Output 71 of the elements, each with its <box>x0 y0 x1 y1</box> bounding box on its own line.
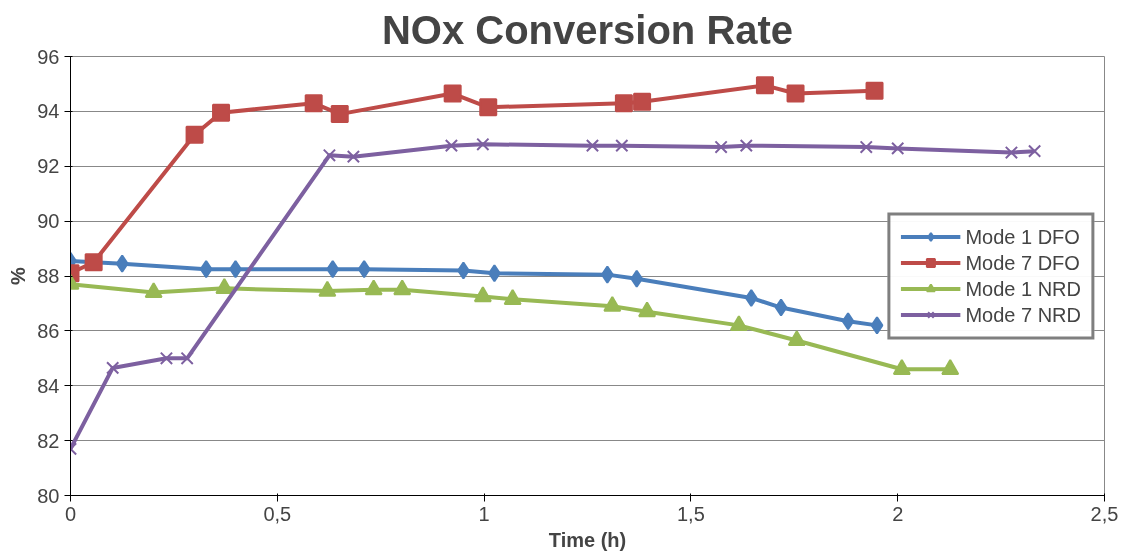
point <box>199 260 213 279</box>
point <box>941 359 960 375</box>
point <box>585 139 600 153</box>
x-tick-label: 1 <box>478 502 490 525</box>
point <box>841 312 855 331</box>
point <box>473 286 492 303</box>
y-axis-title: % <box>7 266 30 285</box>
point <box>786 84 805 103</box>
point <box>615 139 629 153</box>
point <box>870 316 884 335</box>
y-tick-label: 80 <box>37 484 60 507</box>
point <box>638 301 657 318</box>
point <box>357 260 371 279</box>
point <box>106 361 120 375</box>
point <box>739 139 753 153</box>
point <box>787 330 806 347</box>
point <box>633 92 652 111</box>
y-tick-label: 88 <box>37 265 60 287</box>
point <box>318 280 337 297</box>
point <box>215 278 234 294</box>
x-axis-title: Time (h) <box>548 528 627 551</box>
point <box>322 148 337 162</box>
point <box>330 105 349 124</box>
legend-label: Mode 7 NRD <box>965 303 1081 326</box>
point <box>1027 144 1042 158</box>
x-tick-label: 2 <box>892 502 904 525</box>
legend-label: Mode 1 NRD <box>965 277 1081 300</box>
legend-label: Mode 7 DFO <box>965 251 1080 274</box>
point <box>180 351 194 365</box>
point <box>714 140 728 154</box>
point <box>729 315 748 332</box>
point <box>304 94 323 113</box>
point <box>865 81 884 100</box>
point <box>84 253 103 272</box>
y-tick-label: 94 <box>37 100 60 123</box>
point <box>476 137 490 151</box>
y-tick-label: 90 <box>37 210 60 233</box>
point <box>212 103 231 122</box>
x-tick-label: 1,5 <box>677 502 705 525</box>
point <box>444 139 459 153</box>
point <box>1004 145 1019 160</box>
point <box>479 98 498 117</box>
point <box>603 295 622 312</box>
y-tick-label: 86 <box>37 319 60 342</box>
point <box>891 141 905 156</box>
point <box>144 282 163 299</box>
chart-title: NOx Conversion Rate <box>381 7 794 52</box>
point <box>443 84 462 103</box>
point <box>185 125 204 144</box>
point <box>326 260 340 279</box>
point <box>744 288 758 307</box>
legend-label: Mode 1 DFO <box>965 225 1080 248</box>
y-tick-label: 96 <box>37 45 60 68</box>
point <box>115 254 129 273</box>
y-tick-label: 84 <box>37 374 60 397</box>
point <box>755 76 774 95</box>
y-tick-label: 92 <box>37 155 60 178</box>
x-tick-label: 2,5 <box>1090 502 1119 525</box>
y-tick-label: 82 <box>37 429 60 452</box>
point <box>346 149 361 164</box>
point <box>774 298 788 317</box>
point <box>393 279 412 296</box>
point <box>614 94 633 113</box>
point <box>859 140 873 154</box>
point <box>630 269 644 288</box>
point <box>503 289 522 305</box>
point <box>364 279 383 296</box>
x-tick-label: 0 <box>64 502 77 525</box>
x-tick-label: 0,5 <box>263 502 292 525</box>
point <box>892 359 911 375</box>
point <box>159 351 174 365</box>
